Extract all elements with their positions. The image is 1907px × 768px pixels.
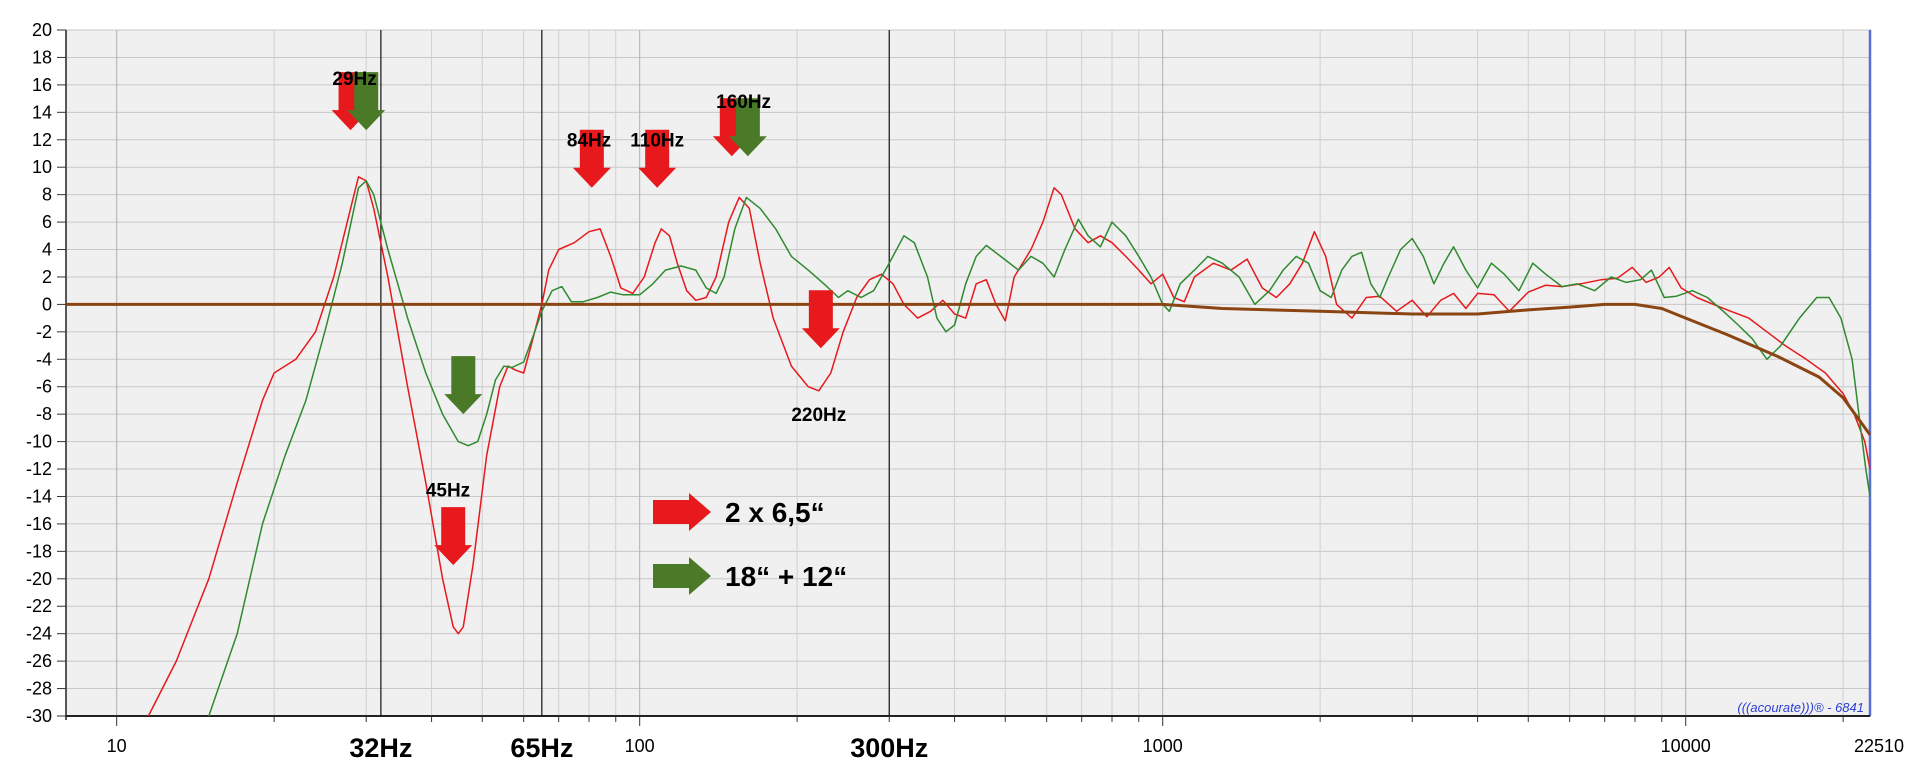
y-tick-label: -18 xyxy=(26,541,52,561)
y-tick-label: -22 xyxy=(26,596,52,616)
annotation-label: 45Hz xyxy=(426,480,470,501)
y-tick-label: 0 xyxy=(42,294,52,314)
annotation-label: 160Hz xyxy=(716,92,771,113)
plot-area xyxy=(65,29,1871,717)
y-tick-label: -24 xyxy=(26,624,52,644)
y-tick-label: -30 xyxy=(26,706,52,726)
annotations: 29Hz 45Hz 84Hz 110Hz 160Hz 220Hz xyxy=(331,69,846,566)
right-arrow-icon xyxy=(653,493,711,531)
x-tick-label: 10000 xyxy=(1661,736,1711,756)
y-axis-ticks: 20181614121086420-2-4-6-8-10-12-14-16-18… xyxy=(26,20,66,726)
y-tick-label: 8 xyxy=(42,185,52,205)
marker-label: 65Hz xyxy=(510,733,573,763)
y-tick-label: -12 xyxy=(26,459,52,479)
annotation-label: 29Hz xyxy=(332,69,376,90)
series-line-2 xyxy=(66,302,1872,436)
series-line-0 xyxy=(147,176,1871,717)
y-tick-label: -2 xyxy=(36,322,52,342)
y-tick-label: -10 xyxy=(26,432,52,452)
y-tick-label: -14 xyxy=(26,486,52,506)
down-arrow-icon xyxy=(572,129,611,188)
series-line-1 xyxy=(208,180,1871,717)
y-tick-label: -28 xyxy=(26,679,52,699)
x-tick-label: 10 xyxy=(107,736,127,756)
y-tick-label: 2 xyxy=(42,267,52,287)
y-tick-label: 10 xyxy=(32,157,52,177)
right-arrow-icon xyxy=(653,557,711,595)
down-arrow-icon xyxy=(347,72,386,131)
legend-label: 2 x 6,5“ xyxy=(725,497,825,528)
annotation-label: 110Hz xyxy=(630,131,684,152)
legend: 2 x 6,5“ 18“ + 12“ xyxy=(653,493,847,595)
marker-label: 300Hz xyxy=(850,733,928,763)
y-tick-label: 12 xyxy=(32,130,52,150)
y-tick-label: 16 xyxy=(32,75,52,95)
annotation-label: 84Hz xyxy=(567,131,611,152)
y-tick-label: 6 xyxy=(42,212,52,232)
y-tick-label: -20 xyxy=(26,569,52,589)
y-tick-label: -8 xyxy=(36,404,52,424)
frequency-markers: 32Hz 65Hz 300Hz xyxy=(349,30,928,763)
down-arrow-icon xyxy=(444,356,483,415)
y-tick-label: -6 xyxy=(36,377,52,397)
annotation-label: 220Hz xyxy=(791,405,846,426)
y-tick-label: 20 xyxy=(32,20,52,40)
series-lines xyxy=(66,176,1872,717)
watermark: (((acourate)))® - 6841 xyxy=(1737,700,1864,715)
x-tick-label: 22510 xyxy=(1854,736,1904,756)
y-tick-label: 18 xyxy=(32,47,52,67)
x-tick-label: 1000 xyxy=(1143,736,1183,756)
y-tick-label: -4 xyxy=(36,349,52,369)
down-arrow-icon xyxy=(638,129,677,188)
down-arrow-icon xyxy=(434,507,473,566)
y-tick-label: -16 xyxy=(26,514,52,534)
y-tick-label: -26 xyxy=(26,651,52,671)
y-tick-label: 14 xyxy=(32,102,52,122)
down-arrow-icon xyxy=(801,290,840,349)
marker-label: 32Hz xyxy=(349,733,412,763)
legend-label: 18“ + 12“ xyxy=(725,561,847,592)
x-tick-label: 100 xyxy=(625,736,655,756)
y-tick-label: 4 xyxy=(42,240,52,260)
down-arrow-icon xyxy=(728,98,767,157)
x-axis-ticks: 10 100 1000 10000 22510 xyxy=(107,716,1904,756)
